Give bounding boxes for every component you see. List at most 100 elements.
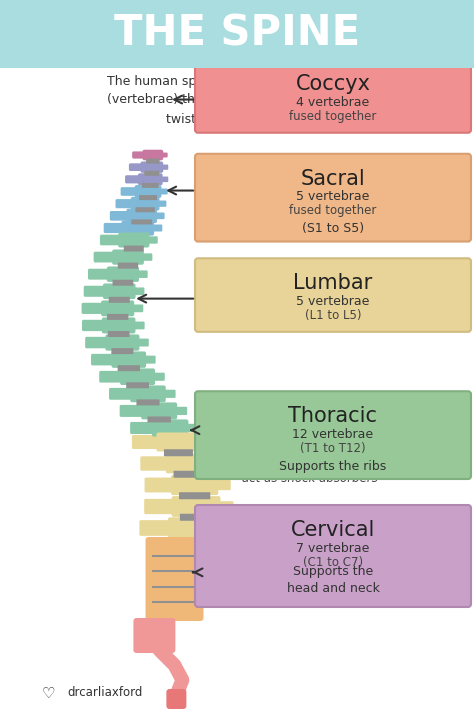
FancyBboxPatch shape	[107, 267, 139, 282]
FancyBboxPatch shape	[195, 154, 471, 242]
Text: fused together: fused together	[289, 109, 377, 123]
FancyBboxPatch shape	[160, 176, 168, 182]
FancyBboxPatch shape	[136, 270, 148, 278]
FancyBboxPatch shape	[195, 258, 471, 332]
FancyBboxPatch shape	[136, 207, 155, 213]
Text: (T1 to T12): (T1 to T12)	[300, 442, 366, 455]
FancyBboxPatch shape	[120, 187, 138, 196]
Text: Supports the
head and neck: Supports the head and neck	[287, 565, 380, 595]
FancyBboxPatch shape	[144, 171, 159, 176]
FancyBboxPatch shape	[116, 199, 134, 208]
FancyBboxPatch shape	[102, 317, 136, 333]
FancyBboxPatch shape	[130, 385, 166, 402]
FancyBboxPatch shape	[146, 537, 203, 621]
Text: ♡: ♡	[41, 685, 55, 700]
FancyBboxPatch shape	[132, 151, 146, 159]
FancyBboxPatch shape	[118, 262, 138, 269]
FancyBboxPatch shape	[127, 208, 157, 223]
Text: Coccyx: Coccyx	[295, 74, 371, 95]
Text: Thoracic: Thoracic	[289, 406, 377, 427]
FancyBboxPatch shape	[154, 213, 164, 219]
FancyBboxPatch shape	[152, 373, 165, 381]
FancyBboxPatch shape	[172, 496, 220, 517]
FancyBboxPatch shape	[85, 337, 109, 348]
FancyBboxPatch shape	[145, 478, 174, 493]
FancyBboxPatch shape	[112, 250, 144, 264]
FancyBboxPatch shape	[198, 437, 212, 447]
FancyBboxPatch shape	[107, 314, 128, 320]
FancyBboxPatch shape	[137, 338, 149, 346]
Text: THE SPINE: THE SPINE	[114, 13, 360, 55]
FancyBboxPatch shape	[118, 365, 140, 371]
FancyBboxPatch shape	[104, 223, 125, 233]
FancyBboxPatch shape	[105, 334, 139, 351]
FancyBboxPatch shape	[132, 321, 145, 329]
FancyBboxPatch shape	[119, 405, 145, 417]
FancyBboxPatch shape	[171, 475, 218, 495]
FancyBboxPatch shape	[0, 0, 474, 68]
Text: Sacral: Sacral	[301, 169, 365, 189]
FancyBboxPatch shape	[131, 220, 152, 225]
FancyBboxPatch shape	[138, 173, 163, 186]
FancyBboxPatch shape	[156, 201, 166, 207]
FancyBboxPatch shape	[166, 454, 211, 474]
Text: Between each vertebra are
tiny cartilage discs that
act as shock absorbers: Between each vertebra are tiny cartilage…	[229, 436, 391, 484]
FancyBboxPatch shape	[120, 368, 155, 385]
Text: Cervical: Cervical	[291, 520, 375, 540]
FancyBboxPatch shape	[147, 417, 171, 422]
Text: drcarliaxford: drcarliaxford	[67, 687, 143, 700]
FancyBboxPatch shape	[152, 419, 189, 437]
FancyBboxPatch shape	[163, 390, 175, 398]
Text: Lumbar: Lumbar	[293, 273, 373, 294]
FancyBboxPatch shape	[139, 520, 172, 536]
FancyBboxPatch shape	[99, 371, 124, 383]
FancyBboxPatch shape	[91, 354, 115, 365]
FancyBboxPatch shape	[131, 197, 159, 210]
FancyBboxPatch shape	[88, 269, 110, 279]
FancyBboxPatch shape	[131, 304, 143, 312]
Text: (L1 to L5): (L1 to L5)	[305, 309, 361, 322]
FancyBboxPatch shape	[135, 185, 161, 198]
FancyBboxPatch shape	[133, 287, 145, 295]
FancyBboxPatch shape	[121, 220, 154, 235]
FancyBboxPatch shape	[109, 296, 130, 303]
FancyBboxPatch shape	[151, 225, 162, 232]
Text: 4 vertebrae: 4 vertebrae	[296, 96, 370, 109]
FancyBboxPatch shape	[111, 351, 146, 368]
FancyBboxPatch shape	[166, 689, 186, 709]
FancyBboxPatch shape	[144, 499, 175, 514]
FancyBboxPatch shape	[82, 303, 105, 314]
FancyBboxPatch shape	[109, 388, 134, 400]
FancyBboxPatch shape	[209, 459, 223, 469]
FancyBboxPatch shape	[146, 236, 158, 244]
FancyBboxPatch shape	[195, 391, 471, 479]
FancyBboxPatch shape	[125, 175, 141, 183]
FancyBboxPatch shape	[180, 514, 212, 520]
FancyBboxPatch shape	[133, 618, 175, 653]
FancyBboxPatch shape	[146, 159, 160, 164]
FancyBboxPatch shape	[112, 279, 133, 286]
FancyBboxPatch shape	[142, 183, 158, 188]
FancyBboxPatch shape	[173, 471, 204, 478]
FancyBboxPatch shape	[195, 59, 471, 133]
FancyBboxPatch shape	[139, 195, 157, 200]
FancyBboxPatch shape	[158, 188, 168, 195]
Text: 5 vertebrae: 5 vertebrae	[296, 295, 370, 308]
FancyBboxPatch shape	[118, 232, 149, 247]
FancyBboxPatch shape	[143, 356, 155, 363]
FancyBboxPatch shape	[140, 161, 163, 173]
Text: 7 vertebrae: 7 vertebrae	[296, 542, 370, 555]
FancyBboxPatch shape	[215, 523, 232, 533]
FancyBboxPatch shape	[84, 286, 107, 296]
FancyBboxPatch shape	[141, 402, 177, 419]
FancyBboxPatch shape	[100, 235, 122, 245]
FancyBboxPatch shape	[195, 505, 471, 607]
FancyBboxPatch shape	[160, 153, 168, 157]
FancyBboxPatch shape	[218, 501, 234, 512]
FancyBboxPatch shape	[174, 407, 187, 415]
FancyBboxPatch shape	[160, 164, 168, 170]
FancyBboxPatch shape	[168, 518, 218, 539]
FancyBboxPatch shape	[110, 211, 130, 220]
Text: The human spine is made up of 33 bones
(vertebrae) that allow your body to bend,: The human spine is made up of 33 bones (…	[107, 75, 367, 126]
FancyBboxPatch shape	[94, 252, 116, 262]
